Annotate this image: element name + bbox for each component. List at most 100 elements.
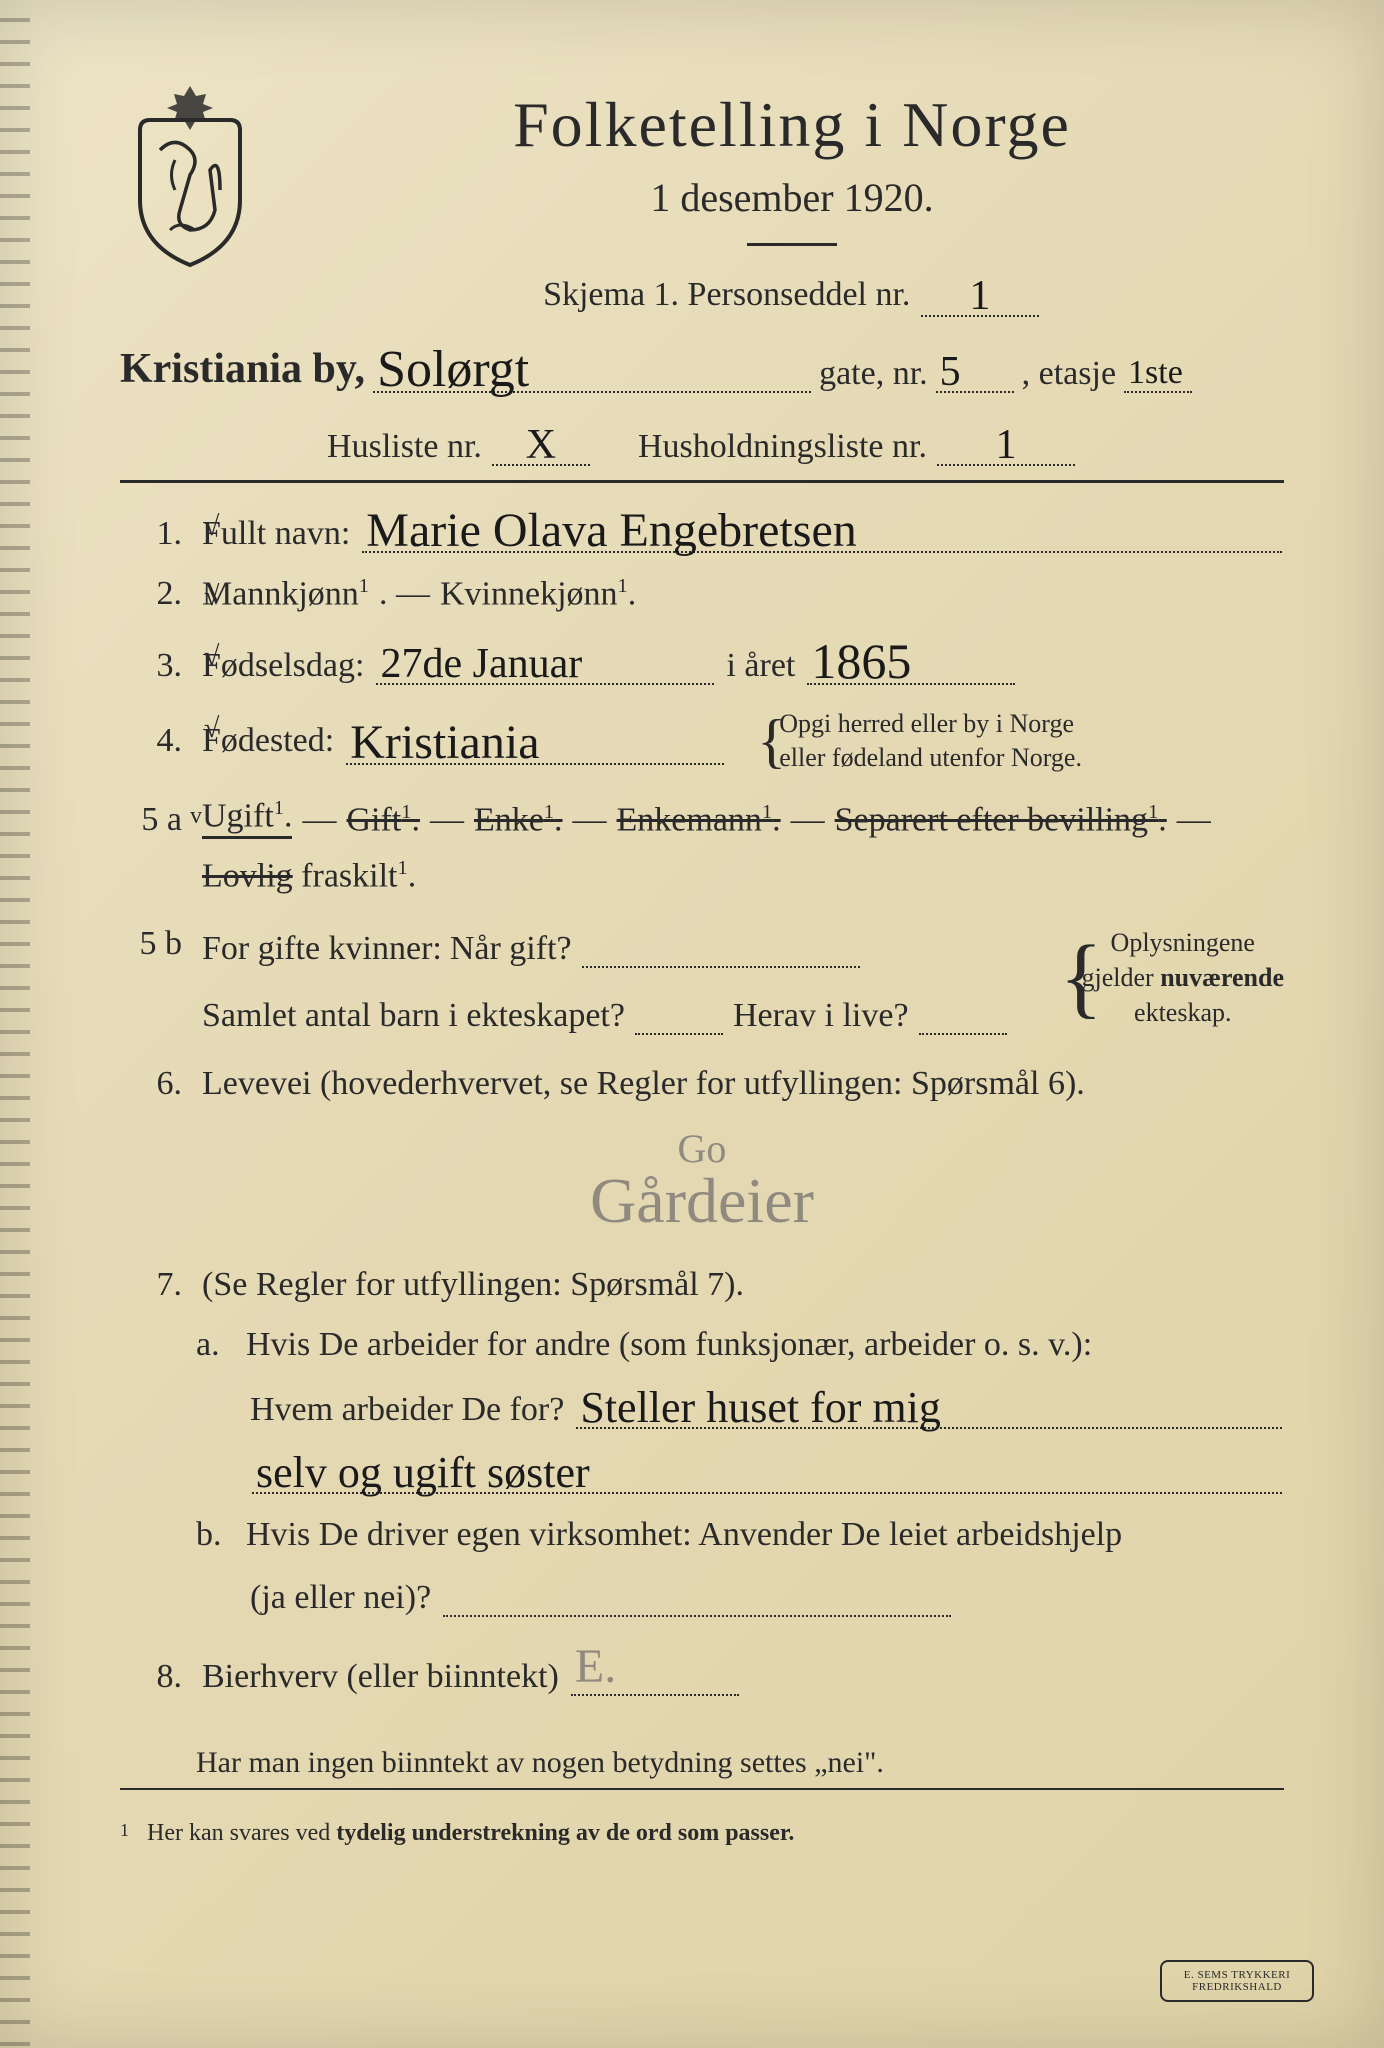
street-field: Solørgt (373, 343, 811, 393)
footnote: 1 Her kan svares ved tydelig understrekn… (120, 1820, 1284, 1847)
q7b-row1: b. Hvis De driver egen virksomhet: Anven… (120, 1516, 1284, 1554)
q4-num: 4. (120, 722, 192, 760)
q5a-fraskilt: Lovlig fraskilt1. (202, 857, 416, 895)
q7-row: 7. (Se Regler for utfyllingen: Spørsmål … (120, 1266, 1284, 1304)
q7a-label: a. (196, 1326, 236, 1364)
printer-line1: E. SEMS TRYKKERI (1162, 1969, 1312, 1981)
husholdning-field: 1 (937, 423, 1075, 466)
q4-label: Fødested: (202, 722, 334, 760)
q3-year-value: 1865 (811, 639, 911, 684)
q4-note-line2: eller fødeland utenfor Norge. (779, 743, 1082, 772)
husholdning-value: 1 (995, 427, 1016, 465)
q5a-row: v 5 a Ugift1. — Gift1. — Enke1. — Enkema… (120, 797, 1284, 839)
gate-value: 5 (940, 354, 961, 392)
etasje-field: 1ste (1124, 350, 1192, 393)
q3-label: Fødselsdag: (202, 647, 364, 685)
q6-pencil: Gårdeier (590, 1165, 814, 1236)
q6-label: Levevei (hovederhvervet, se Regler for u… (202, 1065, 1085, 1103)
q4-row: √ 4. Fødested: Kristiania { Opgi herred … (120, 707, 1284, 775)
q2-row: √ 2. Mannkjønn1 . — Kvinnekjønn1. (120, 575, 1284, 613)
census-form-page: Folketelling i Norge 1 desember 1920. Sk… (0, 0, 1384, 2048)
q2-sep: . — (379, 575, 430, 613)
q2-female: Kvinnekjønn1. (440, 575, 636, 613)
q5b-note: { Oplysningene gjelder nuværende ekteska… (1057, 925, 1284, 1030)
husliste-line: Husliste nr. X Husholdningsliste nr. 1 (120, 423, 1284, 466)
q3-num: 3. (120, 647, 192, 685)
q3-row: √ 3. Fødselsdag: 27de Januar i året 1865 (120, 635, 1284, 685)
q3-day-value: 27de Januar (380, 646, 582, 684)
q5a-gift: Gift1. (346, 801, 419, 839)
q7a-line2: Hvem arbeider De for? (250, 1391, 564, 1429)
q4-tick: √ (204, 713, 219, 745)
q3-tick: √ (204, 641, 219, 673)
q1-row: √ 1. Fullt navn: Marie Olava Engebretsen (120, 505, 1284, 553)
street-value: Solørgt (377, 347, 529, 394)
q5a-num: 5 a (120, 801, 192, 839)
q7-label: (Se Regler for utfyllingen: Spørsmål 7). (202, 1266, 744, 1304)
q8-label: Bierhverv (eller biinntekt) (202, 1658, 559, 1696)
q5a-row2: Lovlig fraskilt1. (120, 857, 1284, 895)
q5b-alive-field (919, 992, 1007, 1035)
q5a-separert: Separert efter bevilling1. (835, 801, 1167, 839)
address-line: Kristiania by, Solørgt gate, nr. 5 , eta… (120, 343, 1284, 393)
title-block: Folketelling i Norge 1 desember 1920. Sk… (300, 80, 1284, 317)
q7b-line2: (ja eller nei)? (250, 1579, 431, 1617)
q7a-line1: Hvis De arbeider for andre (som funksjon… (246, 1326, 1092, 1364)
q4-field: Kristiania (346, 717, 724, 765)
footer-note: Har man ingen biinntekt av nogen betydni… (120, 1746, 1284, 1780)
q8-field: E. (571, 1639, 739, 1696)
skjema-line: Skjema 1. Personseddel nr. 1 (300, 274, 1284, 317)
q5b-children-field (635, 992, 723, 1035)
footnote-num: 1 (120, 1820, 129, 1840)
q5a-enke: Enke1. (474, 801, 563, 839)
q8-row: 8. Bierhverv (eller biinntekt) E. (120, 1639, 1284, 1696)
q7a-value2: selv og ugift søster (256, 1453, 590, 1493)
main-title: Folketelling i Norge (300, 88, 1284, 162)
skjema-value: 1 (969, 278, 990, 316)
q8-num: 8. (120, 1658, 192, 1696)
gate-label: gate, nr. (819, 355, 928, 393)
q5b-content: For gifte kvinner: Når gift? Samlet anta… (202, 925, 1029, 1035)
q2-tick: √ (204, 581, 219, 613)
footnote-rule (120, 1788, 1284, 1790)
q5b-when-field (582, 925, 860, 968)
etasje-label: , etasje (1022, 355, 1116, 393)
footnote-text1: Her kan svares ved (147, 1820, 336, 1846)
q6-num: 6. (120, 1065, 192, 1103)
husliste-value: X (526, 427, 556, 465)
q6-value-block: Go Gårdeier (120, 1125, 1284, 1238)
q5b-children: Samlet antal barn i ekteskapet? (202, 997, 625, 1035)
husholdning-label: Husholdningsliste nr. (638, 428, 927, 466)
q3-year-field: 1865 (807, 635, 1015, 685)
perforation-edge (0, 0, 30, 2048)
footnote-bold: tydelig understrekning av de ord som pas… (336, 1820, 794, 1846)
q5a-enkemann: Enkemann1. (617, 801, 781, 839)
sub-title: 1 desember 1920. (300, 174, 1284, 221)
header-row: Folketelling i Norge 1 desember 1920. Sk… (120, 80, 1284, 317)
q5b-note-3: ekteskap. (1134, 998, 1231, 1027)
q5a-tick: v (190, 803, 202, 830)
q2-num: 2. (120, 575, 192, 613)
coat-of-arms (120, 80, 260, 270)
q5b-num: 5 b (120, 925, 192, 963)
q7a-row3: selv og ugift søster (120, 1449, 1284, 1494)
q4-note: { Opgi herred eller by i Norge eller fød… (754, 707, 1082, 775)
q7a-field2: selv og ugift søster (252, 1449, 1282, 1494)
skjema-label: Skjema 1. Personseddel nr. (543, 276, 910, 313)
q5b-alive: Herav i live? (733, 997, 909, 1035)
q7a-row2: Hvem arbeider De for? Steller huset for … (120, 1384, 1284, 1429)
q5b-note-bold: nuværende (1160, 963, 1284, 992)
q1-field: Marie Olava Engebretsen (362, 505, 1282, 553)
q3-year-label: i året (726, 647, 795, 685)
printer-line2: FREDRIKSHALD (1162, 1981, 1312, 1993)
q4-value: Kristiania (350, 721, 539, 764)
q1-value: Marie Olava Engebretsen (366, 509, 856, 552)
section-rule-1 (120, 480, 1284, 483)
printer-stamp: E. SEMS TRYKKERI FREDRIKSHALD (1160, 1960, 1314, 2002)
q5b-note-1: Oplysningene (1111, 928, 1255, 957)
q1-label: Fullt navn: (202, 515, 350, 553)
q4-brace-icon: { (757, 707, 775, 775)
q7b-line1: Hvis De driver egen virksomhet: Anvender… (246, 1516, 1122, 1554)
q7-num: 7. (120, 1266, 192, 1304)
q7b-field (443, 1574, 951, 1617)
